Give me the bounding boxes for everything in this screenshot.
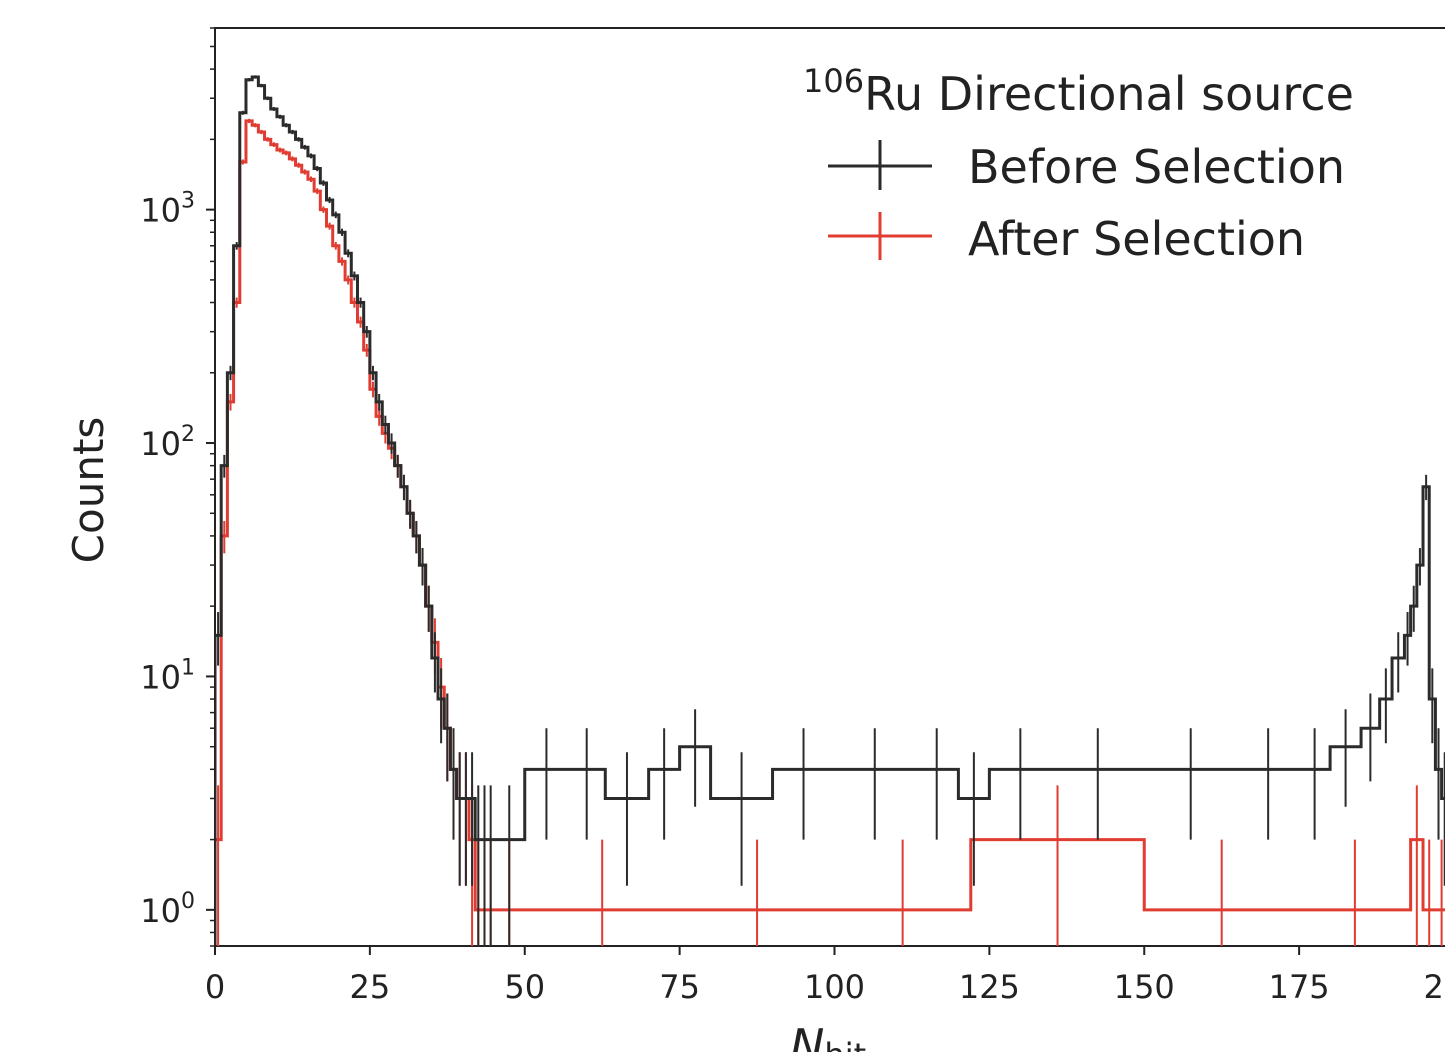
legend: 106Ru Directional source Before Selectio… <box>803 62 1354 266</box>
x-axis-title-subscript: hit <box>824 1036 866 1052</box>
y-tick-label-10: 101 <box>140 655 195 696</box>
legend-label-after: After Selection <box>968 212 1305 266</box>
x-axis-title: Nhit <box>790 1019 866 1052</box>
y-axis: 100 101 102 103 <box>140 27 215 947</box>
y-tick-label-1: 100 <box>140 889 195 930</box>
series-line-1 <box>215 119 1445 946</box>
x-tick-label-75: 75 <box>659 968 700 1006</box>
series-0 <box>215 75 1445 946</box>
y-tick-label-1000: 103 <box>140 189 195 230</box>
legend-label-before: Before Selection <box>968 140 1345 194</box>
x-tick-label-175: 175 <box>1269 968 1330 1006</box>
y-tick-label-100: 102 <box>140 422 195 463</box>
data-layer <box>215 75 1445 946</box>
x-tick-label-100: 100 <box>804 968 865 1006</box>
legend-entry-before: Before Selection <box>828 140 1345 194</box>
legend-entry-after: After Selection <box>828 212 1305 266</box>
series-line-0 <box>215 75 1445 946</box>
x-tick-label-25: 25 <box>350 968 391 1006</box>
legend-title: 106Ru Directional source <box>803 62 1354 121</box>
x-tick-label-0: 0 <box>205 968 225 1006</box>
y-axis-title: Counts <box>64 417 113 564</box>
x-tick-label-200: 200 <box>1423 968 1445 1006</box>
x-axis: 0 25 50 75 100 125 150 175 200 <box>205 946 1445 1006</box>
x-tick-label-125: 125 <box>959 968 1020 1006</box>
x-tick-label-50: 50 <box>504 968 545 1006</box>
x-tick-label-150: 150 <box>1114 968 1175 1006</box>
